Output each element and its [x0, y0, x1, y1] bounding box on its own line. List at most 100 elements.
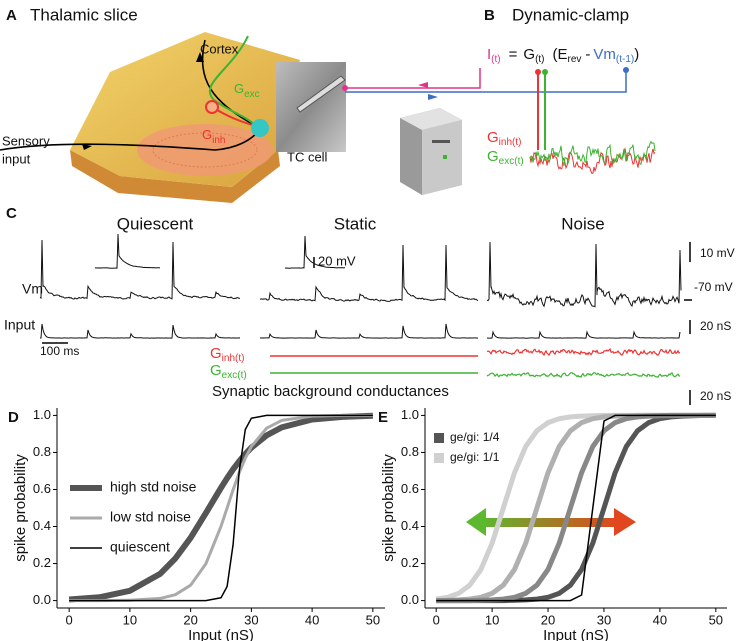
label-ginh: Ginh(t): [210, 345, 244, 364]
subscript: exc(t): [222, 370, 247, 381]
y-axis-label: spike probability: [380, 454, 397, 562]
curve: [68, 412, 374, 603]
x-tick-label: 10: [123, 612, 137, 627]
trace: [39, 239, 241, 300]
x-tick-label: 0: [433, 612, 440, 627]
x-tick-label: 10: [485, 612, 499, 627]
x-tick-label: 50: [709, 612, 723, 627]
y-tick-label: 0.2: [401, 555, 419, 570]
trace: [95, 233, 161, 269]
slice-illustration: [0, 32, 348, 203]
clamp-wires: [345, 67, 629, 150]
legend-label: high std noise: [110, 479, 197, 495]
condition: Quiescent: [117, 214, 194, 233]
panel-title: Thalamic slice: [30, 5, 138, 24]
y-tick-label: 0.8: [33, 444, 51, 459]
condition: Static: [334, 214, 377, 233]
legend-label: low std noise: [110, 509, 191, 525]
subscript: inh(t): [499, 137, 522, 148]
label-tc-cell: TC cell: [287, 149, 328, 164]
eq-vm: Vm: [593, 46, 616, 63]
y-tick-label: 0.0: [401, 592, 419, 607]
x-tick-label: 0: [66, 612, 73, 627]
label-sensory: Sensory: [2, 133, 50, 148]
scale-bars: [42, 242, 692, 405]
x-tick-label: 50: [366, 612, 380, 627]
y-tick-label: 0.6: [33, 481, 51, 496]
eq-equals: =: [509, 46, 518, 63]
trace: [486, 347, 681, 357]
label-cortex: Cortex: [200, 41, 239, 56]
scale-label: -70 mV: [694, 280, 733, 294]
y-tick-label: 0.4: [401, 518, 419, 533]
trace: [486, 330, 681, 339]
legend-swatch: [434, 453, 444, 463]
panel-letter: B: [484, 7, 495, 24]
label-vm: Vm: [22, 281, 43, 297]
label-ginh: Ginh: [202, 127, 225, 145]
label-gexc: Gexc(t): [210, 362, 247, 381]
eq-sub: rev: [568, 54, 582, 65]
symbol: G: [487, 129, 499, 146]
curve: [69, 414, 373, 602]
y-tick-label: 0.4: [33, 518, 51, 533]
shift-arrow: [466, 508, 636, 536]
subscript: exc: [244, 89, 260, 100]
y-tick-label: 1.0: [401, 407, 419, 422]
x-tick-label: 40: [305, 612, 319, 627]
y-tick-label: 0.8: [401, 444, 419, 459]
trace: [529, 140, 656, 167]
x-tick-label: 30: [597, 612, 611, 627]
scale-label: 10 mV: [700, 246, 735, 260]
label-gexc: Gexc: [234, 81, 260, 99]
curve: [436, 414, 716, 602]
symbol: G: [202, 127, 212, 142]
scale-label: 20 nS: [700, 389, 731, 403]
scale-label: 100 ms: [40, 344, 79, 358]
legend-label: ge/gi: 1/1: [450, 450, 500, 464]
y-axis-label: spike probability: [12, 454, 29, 562]
panel-letter: E: [378, 409, 388, 426]
label-input: Input: [4, 317, 35, 333]
panel-title: Dynamic-clamp: [512, 5, 629, 24]
panel-letter: A: [6, 7, 17, 24]
eq-minus: -: [585, 46, 590, 63]
panel-letter: D: [8, 409, 19, 426]
condition: Noise: [561, 214, 604, 233]
panel-letter: C: [6, 205, 17, 222]
eq-g: G: [523, 46, 535, 63]
x-axis-label: Input (nS): [188, 627, 254, 641]
x-tick-label: 30: [244, 612, 258, 627]
eq-i: I: [487, 46, 491, 63]
subscript: inh(t): [222, 353, 245, 364]
label-gexc: Gexc(t): [487, 148, 524, 167]
legend-swatch: [434, 433, 444, 443]
label-ginh: Ginh(t): [487, 129, 521, 148]
subscript: exc(t): [499, 156, 524, 167]
scale-label: 20 mV: [318, 253, 356, 268]
y-tick-label: 0.6: [401, 481, 419, 496]
x-tick-label: 40: [653, 612, 667, 627]
caption: Synaptic background conductances: [212, 383, 449, 400]
symbol: G: [210, 362, 222, 379]
trace: [40, 323, 241, 339]
eq-close: ): [634, 46, 639, 63]
x-tick-label: 20: [541, 612, 555, 627]
x-tick-label: 20: [183, 612, 197, 627]
y-tick-label: 1.0: [33, 407, 51, 422]
trace: [284, 235, 345, 269]
legend-label: quiescent: [110, 539, 170, 555]
trace: [486, 372, 681, 379]
eq-sub: (t-1): [616, 54, 634, 65]
subscript: inh: [212, 135, 225, 146]
eq-sub: (t): [491, 54, 500, 65]
computer-icon: [400, 108, 462, 195]
trace: [259, 323, 479, 339]
trace: [259, 244, 479, 302]
curve: [69, 413, 373, 603]
trace: [486, 241, 682, 308]
symbol: G: [487, 148, 499, 165]
label-sensory: input: [2, 151, 31, 166]
symbol: G: [234, 81, 244, 96]
